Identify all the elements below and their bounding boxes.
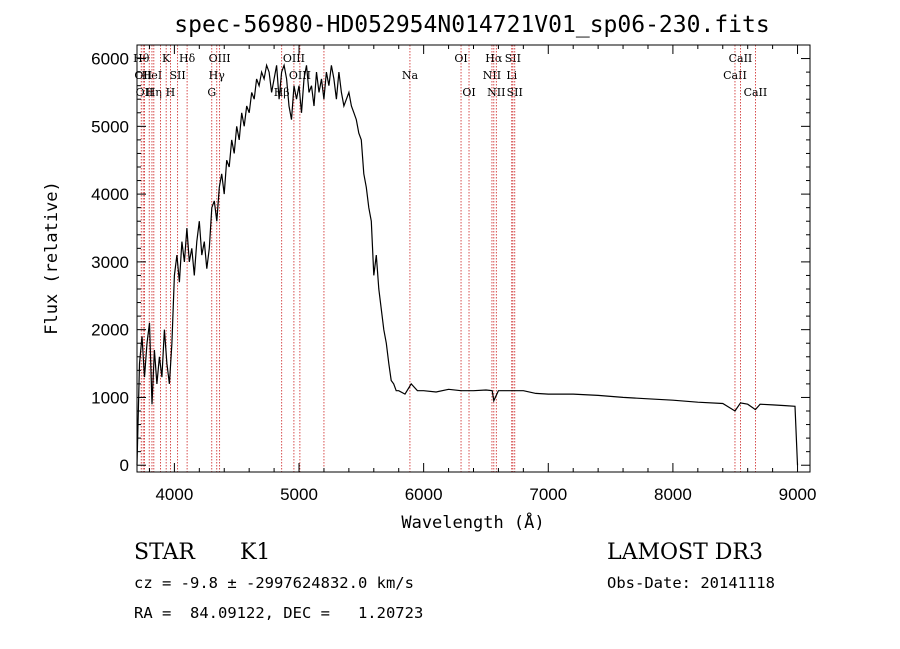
line-marker-label: K [162,52,171,65]
survey-name: LAMOST DR3 [607,540,763,565]
axis-ticks: 4000 5000 6000 7000 8000 9000 0 1000 2000 3000 400… [91,44,817,504]
y-tick-label: 3000 [91,253,129,272]
y-tick-label: 4000 [91,185,129,204]
line-marker-label: SII [170,69,186,82]
object-class: STAR [134,540,195,565]
x-axis-label: Wavelength (Å) [401,511,544,533]
line-marker-label: CaII [744,86,768,99]
line-marker-label: OII [136,86,154,99]
plot-frame [136,44,811,473]
y-axis-label: Flux (relative) [42,181,62,335]
line-marker-label: OI [454,52,467,65]
y-tick-label: 5000 [91,117,129,136]
line-marker-label: OIII [283,52,305,65]
spectrum-line [136,63,799,466]
x-tick-label: 7000 [529,485,567,504]
y-tick-label: 6000 [91,50,129,69]
obs-date: Obs-Date: 20141118 [607,574,775,592]
redshift-line: cz = -9.8 ± -2997624832.0 km/s [134,574,414,592]
line-marker-label: G [207,86,216,99]
x-tick-label: 8000 [654,485,692,504]
x-tick-label: 9000 [779,485,817,504]
line-marker-label: CaII [723,69,747,82]
line-marker-label: Hα [485,52,503,65]
line-marker-label: NII [487,86,505,99]
line-marker-label: Li [506,69,517,82]
x-tick-label: 6000 [405,485,443,504]
line-marker-label: Hη [146,86,162,99]
x-tick-label: 5000 [280,485,318,504]
line-marker-label: NII [483,69,501,82]
line-marker-label: Hγ [209,69,226,82]
line-marker-label: OI [462,86,475,99]
line-marker-label: Hδ [179,52,196,65]
chart-title: spec-56980-HD052954N014721V01_sp06-230.f… [174,12,769,38]
line-marker-label: SII [507,86,523,99]
x-tick-label: 4000 [155,485,193,504]
line-marker-label: H [166,86,176,99]
y-tick-label: 2000 [91,321,129,340]
line-marker-label: Na [402,69,419,82]
y-tick-label: 0 [120,456,129,475]
object-subclass: K1 [240,540,271,565]
line-marker-label: OIII [209,52,231,65]
line-marker-label: CaII [729,52,753,65]
line-marker-label: Hβ [274,86,290,99]
y-tick-label: 1000 [91,388,129,407]
line-marker-label: HeI [142,69,162,82]
ra-dec: RA = 84.09122, DEC = 1.20723 [134,604,424,622]
line-marker-label: SII [505,52,521,65]
